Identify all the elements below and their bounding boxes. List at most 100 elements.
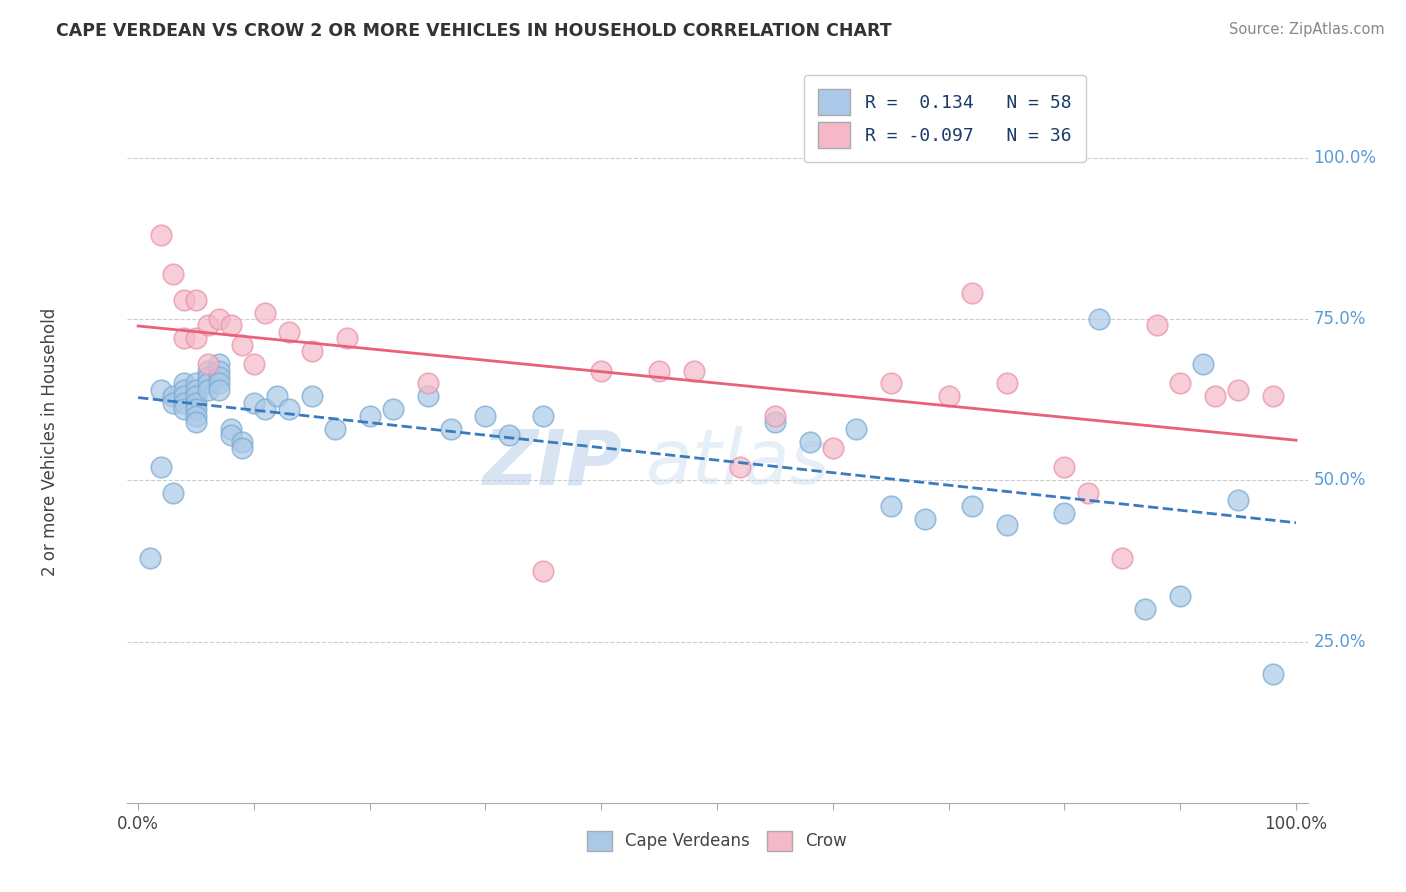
Legend: Cape Verdeans, Crow: Cape Verdeans, Crow	[579, 822, 855, 860]
Point	[277, 325, 299, 339]
Point	[150, 460, 173, 475]
Point	[938, 389, 960, 403]
Point	[173, 331, 195, 345]
Point	[208, 357, 231, 371]
Point	[173, 376, 195, 391]
Text: 75.0%: 75.0%	[1313, 310, 1365, 328]
Point	[173, 396, 195, 410]
Point	[1111, 550, 1133, 565]
Point	[184, 293, 207, 307]
Point	[243, 357, 266, 371]
Point	[173, 293, 195, 307]
Point	[208, 363, 231, 377]
Point	[301, 389, 323, 403]
Point	[162, 389, 184, 403]
Text: 25.0%: 25.0%	[1313, 632, 1365, 650]
Point	[231, 434, 253, 449]
Point	[138, 550, 160, 565]
Point	[1192, 357, 1215, 371]
Point	[173, 402, 195, 417]
Point	[591, 363, 613, 377]
Point	[683, 363, 706, 377]
Point	[254, 305, 277, 319]
Point	[197, 357, 219, 371]
Point	[197, 376, 219, 391]
Point	[1053, 506, 1076, 520]
Point	[1227, 383, 1250, 397]
Text: CAPE VERDEAN VS CROW 2 OR MORE VEHICLES IN HOUSEHOLD CORRELATION CHART: CAPE VERDEAN VS CROW 2 OR MORE VEHICLES …	[56, 22, 891, 40]
Point	[1088, 312, 1111, 326]
Point	[995, 376, 1018, 391]
Point	[197, 318, 219, 333]
Point	[266, 389, 288, 403]
Point	[197, 363, 219, 377]
Text: Source: ZipAtlas.com: Source: ZipAtlas.com	[1229, 22, 1385, 37]
Point	[1077, 486, 1099, 500]
Point	[277, 402, 299, 417]
Point	[208, 376, 231, 391]
Point	[1135, 602, 1157, 616]
Point	[1168, 376, 1191, 391]
Point	[231, 338, 253, 352]
Point	[184, 409, 207, 423]
Point	[173, 383, 195, 397]
Point	[184, 389, 207, 403]
Point	[821, 441, 844, 455]
Point	[231, 441, 253, 455]
Point	[498, 428, 520, 442]
Point	[648, 363, 671, 377]
Point	[728, 460, 751, 475]
Text: 100.0%: 100.0%	[1313, 149, 1376, 167]
Point	[1261, 666, 1284, 681]
Point	[1053, 460, 1076, 475]
Point	[880, 499, 903, 513]
Point	[162, 486, 184, 500]
Point	[914, 512, 936, 526]
Text: 2 or more Vehicles in Household: 2 or more Vehicles in Household	[41, 308, 59, 575]
Point	[254, 402, 277, 417]
Point	[208, 370, 231, 384]
Point	[150, 383, 173, 397]
Point	[880, 376, 903, 391]
Text: atlas: atlas	[647, 426, 831, 500]
Point	[335, 331, 357, 345]
Point	[184, 415, 207, 429]
Point	[197, 370, 219, 384]
Point	[1204, 389, 1226, 403]
Point	[301, 344, 323, 359]
Point	[359, 409, 381, 423]
Point	[531, 409, 554, 423]
Point	[208, 383, 231, 397]
Point	[184, 376, 207, 391]
Point	[416, 389, 439, 403]
Point	[531, 564, 554, 578]
Point	[440, 422, 463, 436]
Point	[219, 422, 242, 436]
Point	[960, 499, 983, 513]
Point	[1168, 590, 1191, 604]
Point	[150, 228, 173, 243]
Point	[162, 396, 184, 410]
Point	[1227, 492, 1250, 507]
Point	[184, 396, 207, 410]
Point	[474, 409, 496, 423]
Text: ZIP: ZIP	[482, 426, 623, 500]
Point	[845, 422, 868, 436]
Point	[995, 518, 1018, 533]
Point	[173, 389, 195, 403]
Point	[416, 376, 439, 391]
Point	[184, 383, 207, 397]
Point	[243, 396, 266, 410]
Point	[184, 331, 207, 345]
Point	[1146, 318, 1168, 333]
Point	[799, 434, 821, 449]
Point	[184, 402, 207, 417]
Text: 50.0%: 50.0%	[1313, 471, 1365, 489]
Point	[960, 286, 983, 301]
Point	[219, 428, 242, 442]
Point	[197, 383, 219, 397]
Point	[1261, 389, 1284, 403]
Point	[763, 415, 786, 429]
Point	[323, 422, 346, 436]
Point	[219, 318, 242, 333]
